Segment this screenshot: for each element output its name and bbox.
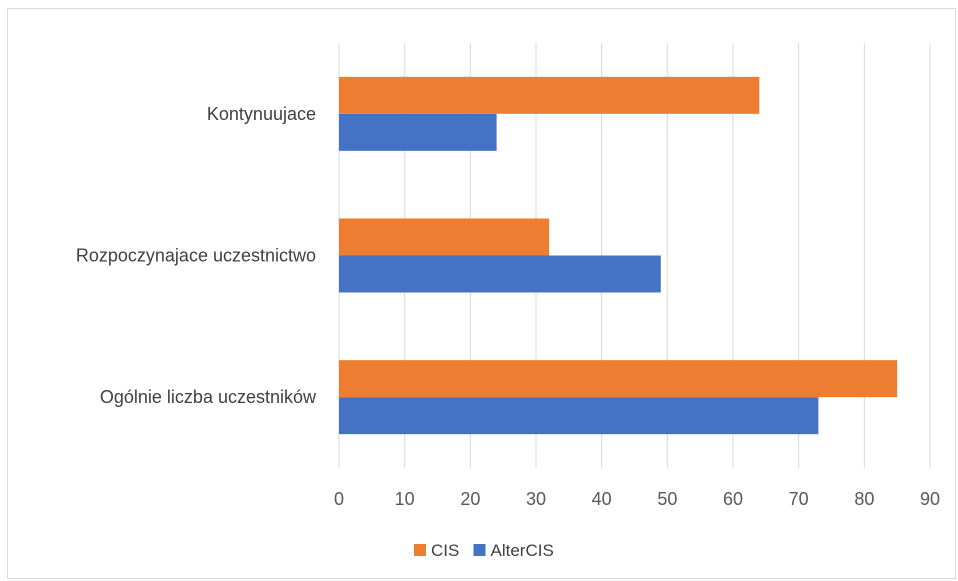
bar-altercis-2: [339, 113, 497, 151]
bar-cis-2: [339, 76, 760, 114]
x-tick-label: 10: [395, 489, 415, 509]
x-tick-label: 90: [920, 489, 940, 509]
x-tick-label: 0: [334, 489, 344, 509]
legend-label-cis: CIS: [431, 541, 459, 560]
x-tick-label: 50: [657, 489, 677, 509]
bars: [339, 76, 898, 435]
x-tick-label: 70: [789, 489, 809, 509]
bar-cis-1: [339, 218, 550, 256]
x-tick-label: 80: [854, 489, 874, 509]
x-tick-label: 40: [592, 489, 612, 509]
x-axis-tick-labels: 0 10 20 30 40 50 60 70 80 90: [334, 489, 940, 509]
category-label: Rozpoczynajace uczestnictwo: [76, 246, 316, 266]
legend: CIS AlterCIS: [414, 541, 554, 560]
bar-altercis-0: [339, 397, 819, 435]
bar-cis-0: [339, 360, 898, 398]
category-label: Kontynuujace: [207, 104, 316, 124]
x-tick-label: 60: [723, 489, 743, 509]
legend-label-altercis: AlterCIS: [491, 541, 554, 560]
x-tick-label: 20: [460, 489, 480, 509]
legend-swatch-altercis: [473, 544, 486, 556]
category-label: Ogólnie liczba uczestników: [100, 387, 317, 407]
legend-swatch-cis: [414, 544, 426, 556]
category-labels: Ogólnie liczba uczestników Rozpoczynajace…: [76, 104, 317, 407]
x-tick-label: 30: [526, 489, 546, 509]
bar-altercis-1: [339, 255, 661, 293]
